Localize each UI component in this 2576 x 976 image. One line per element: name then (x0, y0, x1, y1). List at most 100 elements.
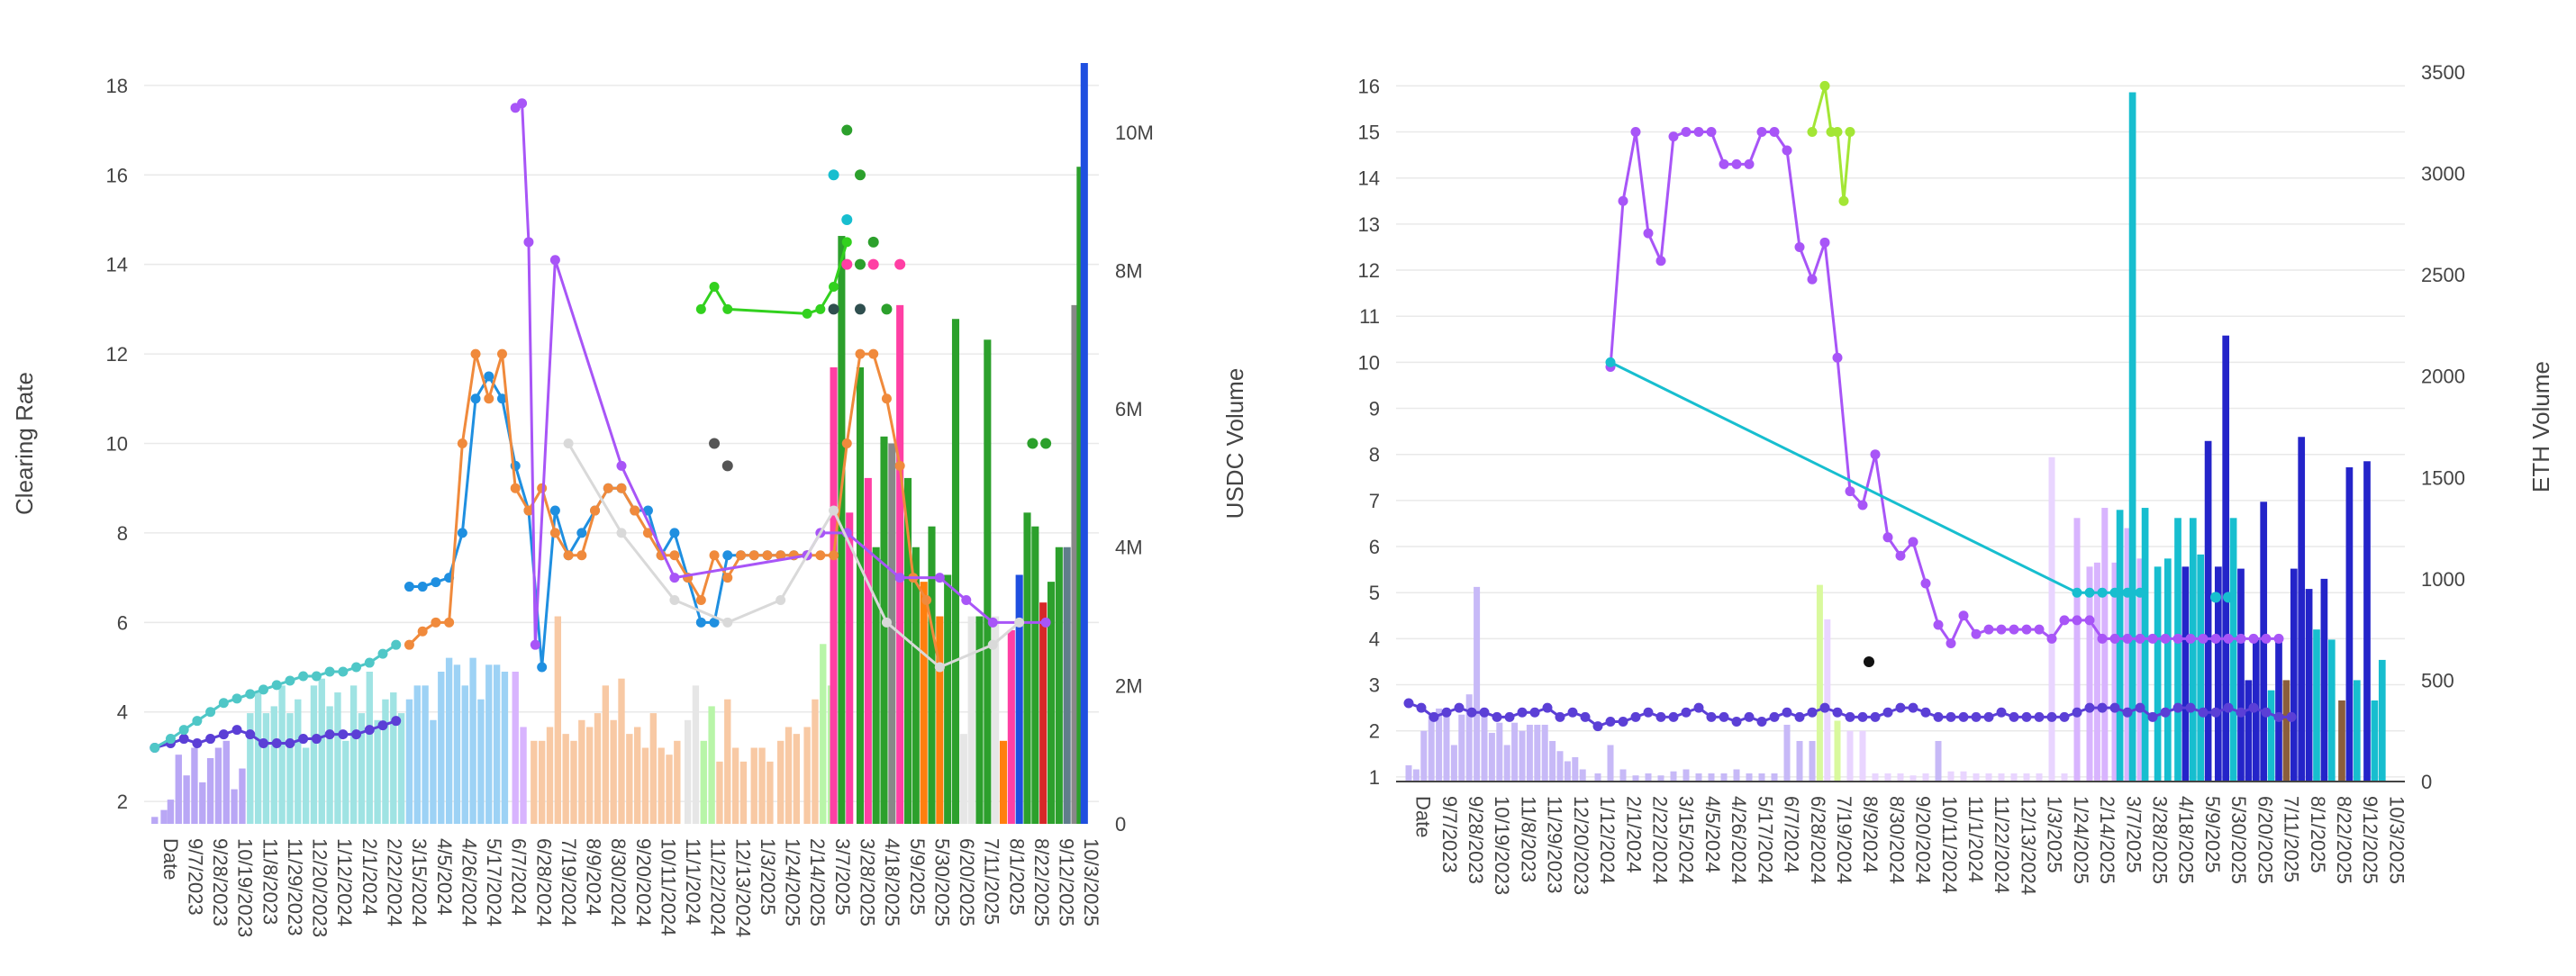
volume-bar (1985, 773, 1992, 782)
rate-point (1920, 707, 1931, 718)
volume-bar (1511, 722, 1519, 782)
volume-bar (538, 740, 546, 824)
volume-bar (1909, 775, 1917, 782)
rate-point (1838, 195, 1849, 206)
rate-point (855, 348, 866, 359)
rate-point (642, 528, 653, 538)
volume-bar (578, 719, 585, 824)
rate-point (2009, 711, 2019, 722)
rate-point (1870, 711, 1881, 722)
volume-bar (342, 740, 349, 824)
x-tick-label: 11/8/2023 (259, 838, 281, 925)
volume-bar (1973, 773, 1980, 782)
rate-point (2286, 711, 2297, 722)
left-chart-svg: 2 4 6 8 10 12 14 16 18 0 2M 4M 6M 8M 10M Clearing Rate U… (11, 63, 1248, 937)
rate-point (1441, 707, 1452, 718)
volume-bar (2036, 773, 2043, 782)
solid-volume-bar (2214, 566, 2222, 782)
rate-point (338, 729, 349, 740)
rate-point (377, 720, 388, 731)
volume-bar (1816, 584, 1823, 782)
rate-point (1630, 711, 1641, 722)
rate-marker (709, 438, 721, 449)
solid-volume-bar (1076, 167, 1084, 824)
rate-point (1832, 127, 1843, 138)
volume-bar (2136, 558, 2144, 782)
x-tick-label: 8/9/2024 (583, 838, 605, 916)
rate-point (1479, 707, 1490, 718)
rate-point (1769, 711, 1780, 722)
rate-point (1845, 711, 1855, 722)
rate-point (2084, 615, 2095, 626)
rate-point (218, 729, 229, 740)
volume-bar (286, 713, 294, 824)
rate-point (1731, 158, 1742, 169)
rate-point (165, 734, 176, 745)
rate-point (285, 738, 295, 749)
rate-point (2248, 702, 2259, 713)
rate-point (1668, 131, 1679, 142)
volume-bar (501, 672, 509, 824)
rate-point (1946, 711, 1956, 722)
rate-point (497, 348, 507, 359)
right-chart-svg: 1234567891011121314151605001000150020002… (1358, 61, 2554, 895)
rate-series-line (1610, 361, 2140, 594)
volume-bar (618, 678, 625, 824)
y-tick-label: 10 (1358, 351, 1380, 374)
volume-bar (724, 699, 731, 824)
volume-bar (310, 685, 318, 824)
volume-bar (2086, 566, 2093, 782)
solid-volume-bar (984, 339, 992, 825)
rate-point (192, 738, 203, 749)
rate-point (1983, 624, 1994, 635)
solid-volume-bar (2363, 461, 2371, 782)
rate-point (2185, 702, 2196, 713)
x-tick-label: 4/5/2024 (1701, 796, 1724, 873)
y2-tick-label: 2M (1115, 674, 1143, 697)
rate-point (1744, 158, 1755, 169)
rate-point (510, 483, 521, 493)
y-axis-title: Clearing Rate (11, 372, 38, 515)
x-tick-label: 3/28/2025 (2149, 796, 2172, 884)
volume-bar (2124, 528, 2131, 782)
y-tick-label: 8 (117, 522, 128, 545)
rate-point (2059, 615, 2070, 626)
x-tick-label: 7/11/2025 (2281, 796, 2303, 882)
volume-bar (390, 692, 397, 824)
rate-point (1655, 256, 1666, 267)
volume-bar (1458, 714, 1465, 782)
rate-point (364, 657, 375, 668)
volume-bar (1481, 710, 1488, 782)
volume-bar (674, 740, 681, 824)
x-tick-label: 10/11/2024 (657, 838, 679, 935)
x-tick-label: 6/7/2024 (1781, 796, 1803, 873)
x-tick-label: 9/7/2023 (184, 838, 206, 916)
volume-bar (1619, 769, 1627, 782)
solid-volume-bar (2338, 700, 2345, 782)
rate-point (364, 725, 375, 736)
volume-bar (151, 817, 159, 824)
rate-point (324, 666, 335, 677)
rate-point (868, 348, 879, 359)
volume-bar (422, 685, 429, 824)
volume-bar (199, 782, 206, 824)
rate-point (616, 528, 627, 538)
rate-point (377, 648, 388, 659)
volume-bar (302, 747, 310, 824)
rate-marker (881, 303, 893, 315)
rate-point (2172, 633, 2183, 644)
x-tick-label: 11/8/2023 (1517, 796, 1539, 882)
rate-point (2059, 711, 2070, 722)
volume-bar (1834, 720, 1841, 782)
rate-point (1454, 702, 1465, 713)
x-tick-label: 2/22/2024 (384, 838, 406, 926)
x-tick-label: 9/28/2023 (1465, 796, 1487, 884)
rate-point (987, 617, 998, 628)
solid-volume-bar (999, 740, 1008, 824)
x-tick-label: 2/1/2024 (1622, 796, 1645, 873)
x-tick-label: 6/28/2024 (532, 838, 555, 926)
solid-volume-bar (2327, 639, 2336, 782)
rate-point (1756, 127, 1767, 138)
volume-bar (649, 713, 658, 824)
x-tick-label: 3/15/2024 (408, 838, 431, 926)
